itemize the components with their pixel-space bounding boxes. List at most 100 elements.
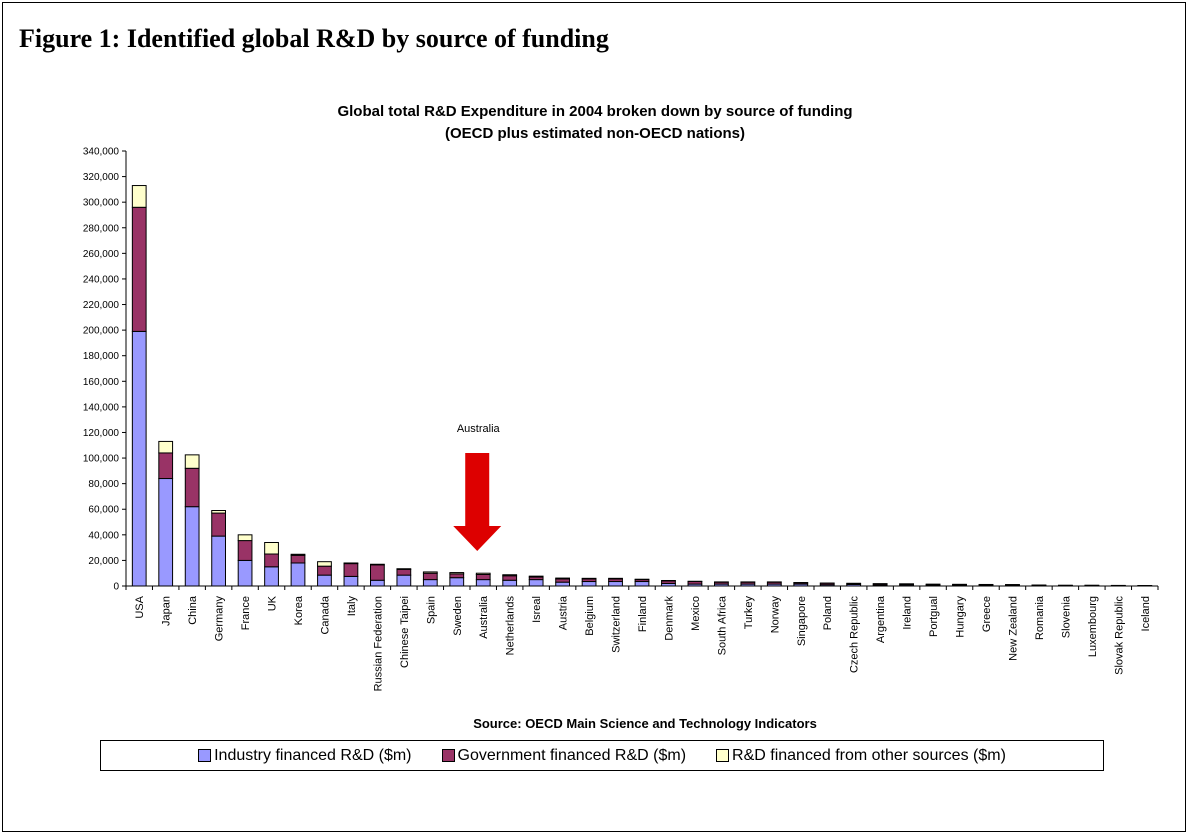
bar-segment [529, 576, 543, 577]
y-tick-label: 100,000 [83, 454, 120, 465]
legend-industry: Industry financed R&D ($m) [198, 747, 411, 765]
category-label: Canada [319, 595, 331, 634]
legend-swatch-other [716, 749, 729, 762]
bar-segment [185, 507, 199, 586]
y-tick-label: 240,000 [83, 274, 120, 285]
category-label: Switzerland [611, 596, 623, 653]
y-tick-label: 260,000 [83, 249, 120, 260]
bar-segment [159, 479, 173, 586]
category-label: France [240, 596, 252, 630]
bar-segment [132, 207, 146, 331]
category-label: Germany [214, 596, 226, 642]
bar-segment [344, 576, 358, 586]
y-tick-label: 80,000 [88, 479, 119, 490]
legend-government: Government financed R&D ($m) [442, 747, 687, 765]
category-label: Hungary [955, 596, 967, 638]
bar-segment [291, 555, 305, 563]
y-tick-label: 140,000 [83, 402, 120, 413]
category-label: Argentina [875, 595, 887, 643]
bar-segment [265, 567, 279, 586]
bar-segment [318, 566, 332, 575]
bar-segment [582, 578, 596, 579]
bar-segment [132, 331, 146, 586]
category-label: Spain [425, 596, 437, 624]
bar-segment [476, 580, 490, 586]
category-label: Netherlands [505, 596, 517, 656]
bar-segment [132, 186, 146, 208]
bar-segment [556, 578, 570, 579]
y-tick-label: 340,000 [83, 147, 120, 158]
bar-segment [238, 541, 252, 561]
bar-segment [450, 578, 464, 586]
category-label: Iceland [1140, 596, 1152, 631]
bar-segment [476, 573, 490, 574]
category-label: Poland [822, 596, 834, 630]
bar-segment [212, 511, 226, 514]
bar-segment [503, 580, 517, 586]
bar-segment [265, 543, 279, 555]
category-label: China [187, 595, 199, 625]
category-label: Isreal [531, 596, 543, 623]
stacked-bar-chart: 020,00040,00060,00080,000100,000120,0001… [0, 0, 1190, 814]
bar-segment [423, 580, 437, 586]
category-label: Sweden [452, 596, 464, 636]
bar-segment [371, 565, 385, 580]
y-tick-label: 120,000 [83, 428, 120, 439]
category-label: USA [134, 595, 146, 618]
bar-segment [450, 574, 464, 578]
bar-segment [397, 569, 411, 570]
bar-segment [609, 578, 623, 579]
legend-label-other: R&D financed from other sources ($m) [732, 747, 1006, 765]
category-label: Denmark [663, 596, 675, 641]
bar-segment [371, 564, 385, 565]
y-tick-label: 320,000 [83, 172, 120, 183]
bar-segment [212, 513, 226, 536]
legend-label-industry: Industry financed R&D ($m) [214, 747, 411, 765]
bar-segment [397, 575, 411, 586]
category-label: UK [267, 595, 279, 611]
category-label: Australia [478, 595, 490, 639]
category-label: Greece [981, 596, 993, 632]
legend-swatch-industry [198, 749, 211, 762]
y-tick-label: 0 [113, 582, 119, 593]
bar-segment [344, 563, 358, 564]
bar-segment [556, 582, 570, 586]
y-tick-label: 300,000 [83, 198, 120, 209]
bar-segment [609, 582, 623, 586]
bar-segment [159, 453, 173, 479]
y-tick-label: 220,000 [83, 300, 120, 311]
y-tick-label: 280,000 [83, 223, 120, 234]
bar-segment [185, 455, 199, 468]
category-label: New Zealand [1007, 596, 1019, 661]
category-label: South Africa [716, 595, 728, 655]
category-label: Portgual [928, 596, 940, 637]
bar-segment [503, 576, 517, 580]
bar-segment [159, 441, 173, 453]
category-label: Belgium [584, 596, 596, 636]
category-label: Luxembourg [1087, 596, 1099, 657]
bar-segment [291, 554, 305, 555]
y-tick-label: 60,000 [88, 505, 119, 516]
y-tick-label: 180,000 [83, 351, 120, 362]
category-label: Czech Republic [849, 596, 861, 674]
bar-segment [212, 536, 226, 586]
category-label: Romania [1034, 595, 1046, 640]
bar-segment [450, 573, 464, 574]
category-label: Norway [769, 596, 781, 634]
annotation-arrow [453, 453, 501, 551]
australia-annotation: Australia [453, 423, 501, 551]
bar-segment [238, 560, 252, 586]
bar-segment [635, 582, 649, 586]
bar-segment [476, 574, 490, 579]
category-label: Slovenia [1060, 595, 1072, 638]
category-label: Chinese Taipei [399, 596, 411, 668]
bar-segment [318, 575, 332, 586]
category-label: Austria [558, 595, 570, 630]
chart-axes: 020,00040,00060,00080,000100,000120,0001… [83, 147, 1158, 593]
category-label: Russian Federation [372, 596, 384, 691]
category-label: Japan [161, 596, 173, 626]
category-label: Slovak Republic [1113, 596, 1125, 675]
y-tick-label: 200,000 [83, 326, 120, 337]
category-label: Singapore [796, 596, 808, 646]
